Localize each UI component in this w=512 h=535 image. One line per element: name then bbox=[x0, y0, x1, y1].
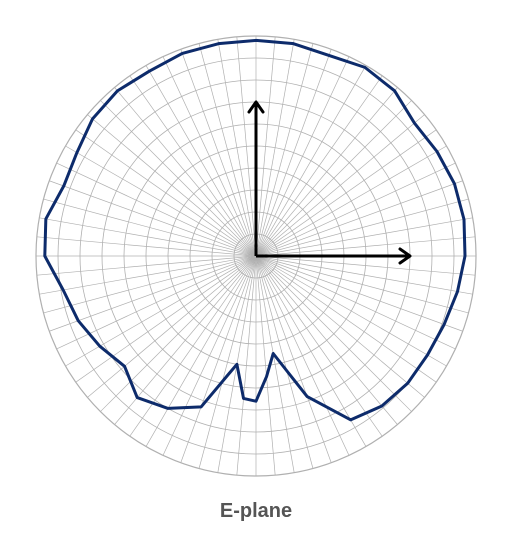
axis-arrows bbox=[247, 100, 412, 265]
grid-spoke bbox=[56, 162, 257, 257]
grid-spoke bbox=[162, 255, 257, 456]
grid-spoke bbox=[255, 39, 295, 257]
grid-spoke bbox=[49, 255, 257, 332]
grid-spoke bbox=[255, 255, 295, 473]
grid-spoke bbox=[36, 255, 257, 276]
grid-spoke bbox=[255, 255, 350, 456]
grid-spoke bbox=[255, 255, 276, 476]
grid-spoke bbox=[255, 255, 447, 367]
grid-spoke bbox=[145, 255, 257, 447]
grid-spoke bbox=[87, 114, 257, 257]
grid-spoke bbox=[145, 65, 257, 257]
grid-spoke bbox=[255, 255, 332, 463]
grid-spoke bbox=[255, 100, 412, 257]
grid-spoke bbox=[100, 255, 257, 412]
polar-radiation-plot bbox=[35, 35, 477, 477]
grid-spoke bbox=[255, 255, 383, 437]
grid-spoke bbox=[129, 255, 257, 437]
grid-spoke bbox=[43, 198, 257, 257]
grid-spoke bbox=[87, 255, 257, 398]
grid-spoke bbox=[49, 180, 257, 257]
grid-spoke bbox=[255, 236, 476, 257]
plot-caption: E-plane bbox=[219, 500, 293, 522]
grid-spoke bbox=[255, 255, 473, 295]
grid-spoke bbox=[255, 180, 463, 257]
grid-spoke bbox=[114, 87, 257, 257]
grid-spoke bbox=[129, 75, 257, 257]
grid-spoke bbox=[255, 75, 383, 257]
grid-spoke bbox=[255, 255, 412, 412]
grid-spoke bbox=[65, 145, 257, 257]
grid-spoke bbox=[255, 36, 276, 257]
grid-spoke bbox=[236, 36, 257, 257]
grid-spoke bbox=[255, 255, 398, 425]
grid-spoke bbox=[255, 145, 447, 257]
axis-arrow-head bbox=[247, 100, 265, 114]
grid-spoke bbox=[255, 87, 398, 257]
grid-spoke bbox=[255, 255, 425, 398]
grid-spoke bbox=[75, 129, 257, 257]
grid-spoke bbox=[39, 255, 257, 295]
grid-spoke bbox=[180, 49, 257, 257]
grid-spoke bbox=[255, 56, 350, 257]
radiation-pattern-line bbox=[43, 38, 467, 422]
grid-spoke bbox=[255, 255, 469, 314]
grid-spoke bbox=[198, 43, 257, 257]
grid-spoke bbox=[255, 49, 332, 257]
grid-spoke bbox=[162, 56, 257, 257]
grid-spoke bbox=[255, 129, 437, 257]
grid-spoke bbox=[255, 217, 473, 257]
grid-spoke bbox=[180, 255, 257, 463]
grid-spoke bbox=[255, 43, 314, 257]
grid-spoke bbox=[198, 255, 257, 469]
grid-spoke bbox=[255, 162, 456, 257]
grid-spoke bbox=[255, 255, 367, 447]
grid-spoke bbox=[65, 255, 257, 367]
grid-spoke bbox=[255, 255, 463, 332]
grid-spoke bbox=[217, 39, 257, 257]
axis-arrow-head bbox=[398, 247, 412, 265]
grid-spoke bbox=[255, 114, 425, 257]
grid-spoke bbox=[39, 217, 257, 257]
grid-spoke bbox=[236, 255, 257, 476]
grid-spoke bbox=[255, 65, 367, 257]
grid-spoke bbox=[43, 255, 257, 314]
grid-spoke bbox=[255, 255, 456, 350]
grid-spoke bbox=[75, 255, 257, 383]
grid-spoke bbox=[100, 100, 257, 257]
grid-spoke bbox=[255, 255, 314, 469]
grid-spoke bbox=[255, 255, 437, 383]
grid-spoke bbox=[255, 198, 469, 257]
polar-grid bbox=[35, 35, 477, 477]
grid-spoke bbox=[255, 255, 476, 276]
grid-spoke bbox=[36, 236, 257, 257]
